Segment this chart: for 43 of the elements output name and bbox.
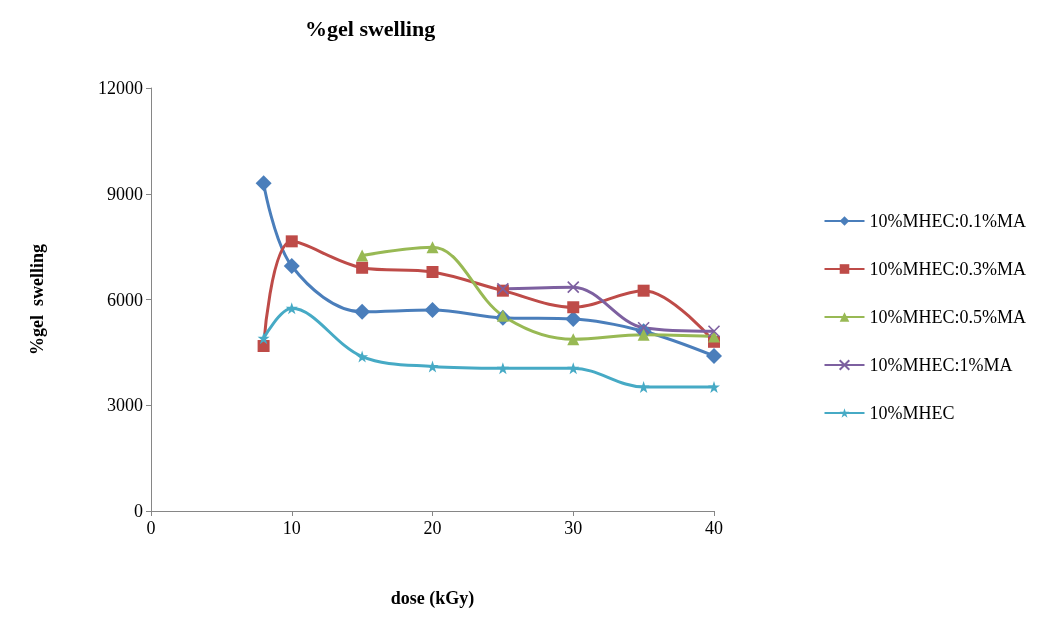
point <box>637 284 650 297</box>
point <box>283 258 300 275</box>
point <box>567 333 580 346</box>
point <box>257 332 270 345</box>
legend-label: 10%MHEC:0.5%MA <box>869 307 1026 327</box>
point <box>708 380 720 393</box>
point <box>354 303 371 320</box>
point <box>637 380 650 393</box>
point <box>567 301 580 314</box>
y-tick-label: 0 <box>134 501 143 521</box>
point <box>424 302 441 319</box>
legend-label: 10%MHEC:1%MA <box>869 355 1013 375</box>
chart-title: %gel swelling <box>305 15 436 41</box>
x-axis-title: dose (kGy) <box>390 588 475 609</box>
y-axis-title: %gel swelling <box>27 244 47 355</box>
point <box>356 249 369 262</box>
point <box>637 321 650 334</box>
point <box>567 362 580 375</box>
legend-label: 10%MHEC:0.1%MA <box>869 211 1026 231</box>
legend-label: 10%MHEC:0.3%MA <box>869 259 1026 279</box>
x-tick-label: 30 <box>564 518 583 538</box>
x-tick-label: 40 <box>705 518 723 538</box>
point <box>566 280 580 294</box>
legend-label: 10%MHEC <box>869 403 955 423</box>
point <box>285 235 298 248</box>
point <box>496 362 509 375</box>
point <box>255 175 272 192</box>
point <box>707 324 721 338</box>
point <box>496 309 509 322</box>
y-tick-label: 3000 <box>107 395 143 416</box>
point <box>285 302 298 315</box>
point <box>356 261 369 274</box>
x-tick-label: 0 <box>146 518 156 538</box>
point <box>426 266 439 279</box>
point <box>426 241 439 254</box>
y-tick-label: 12000 <box>98 78 143 98</box>
point <box>356 350 369 363</box>
y-tick-label: 9000 <box>107 183 143 204</box>
point <box>637 328 650 341</box>
y-tick-label: 6000 <box>107 289 143 310</box>
x-tick-label: 10 <box>282 518 301 538</box>
x-tick-label: 20 <box>423 518 442 538</box>
point <box>706 347 722 364</box>
